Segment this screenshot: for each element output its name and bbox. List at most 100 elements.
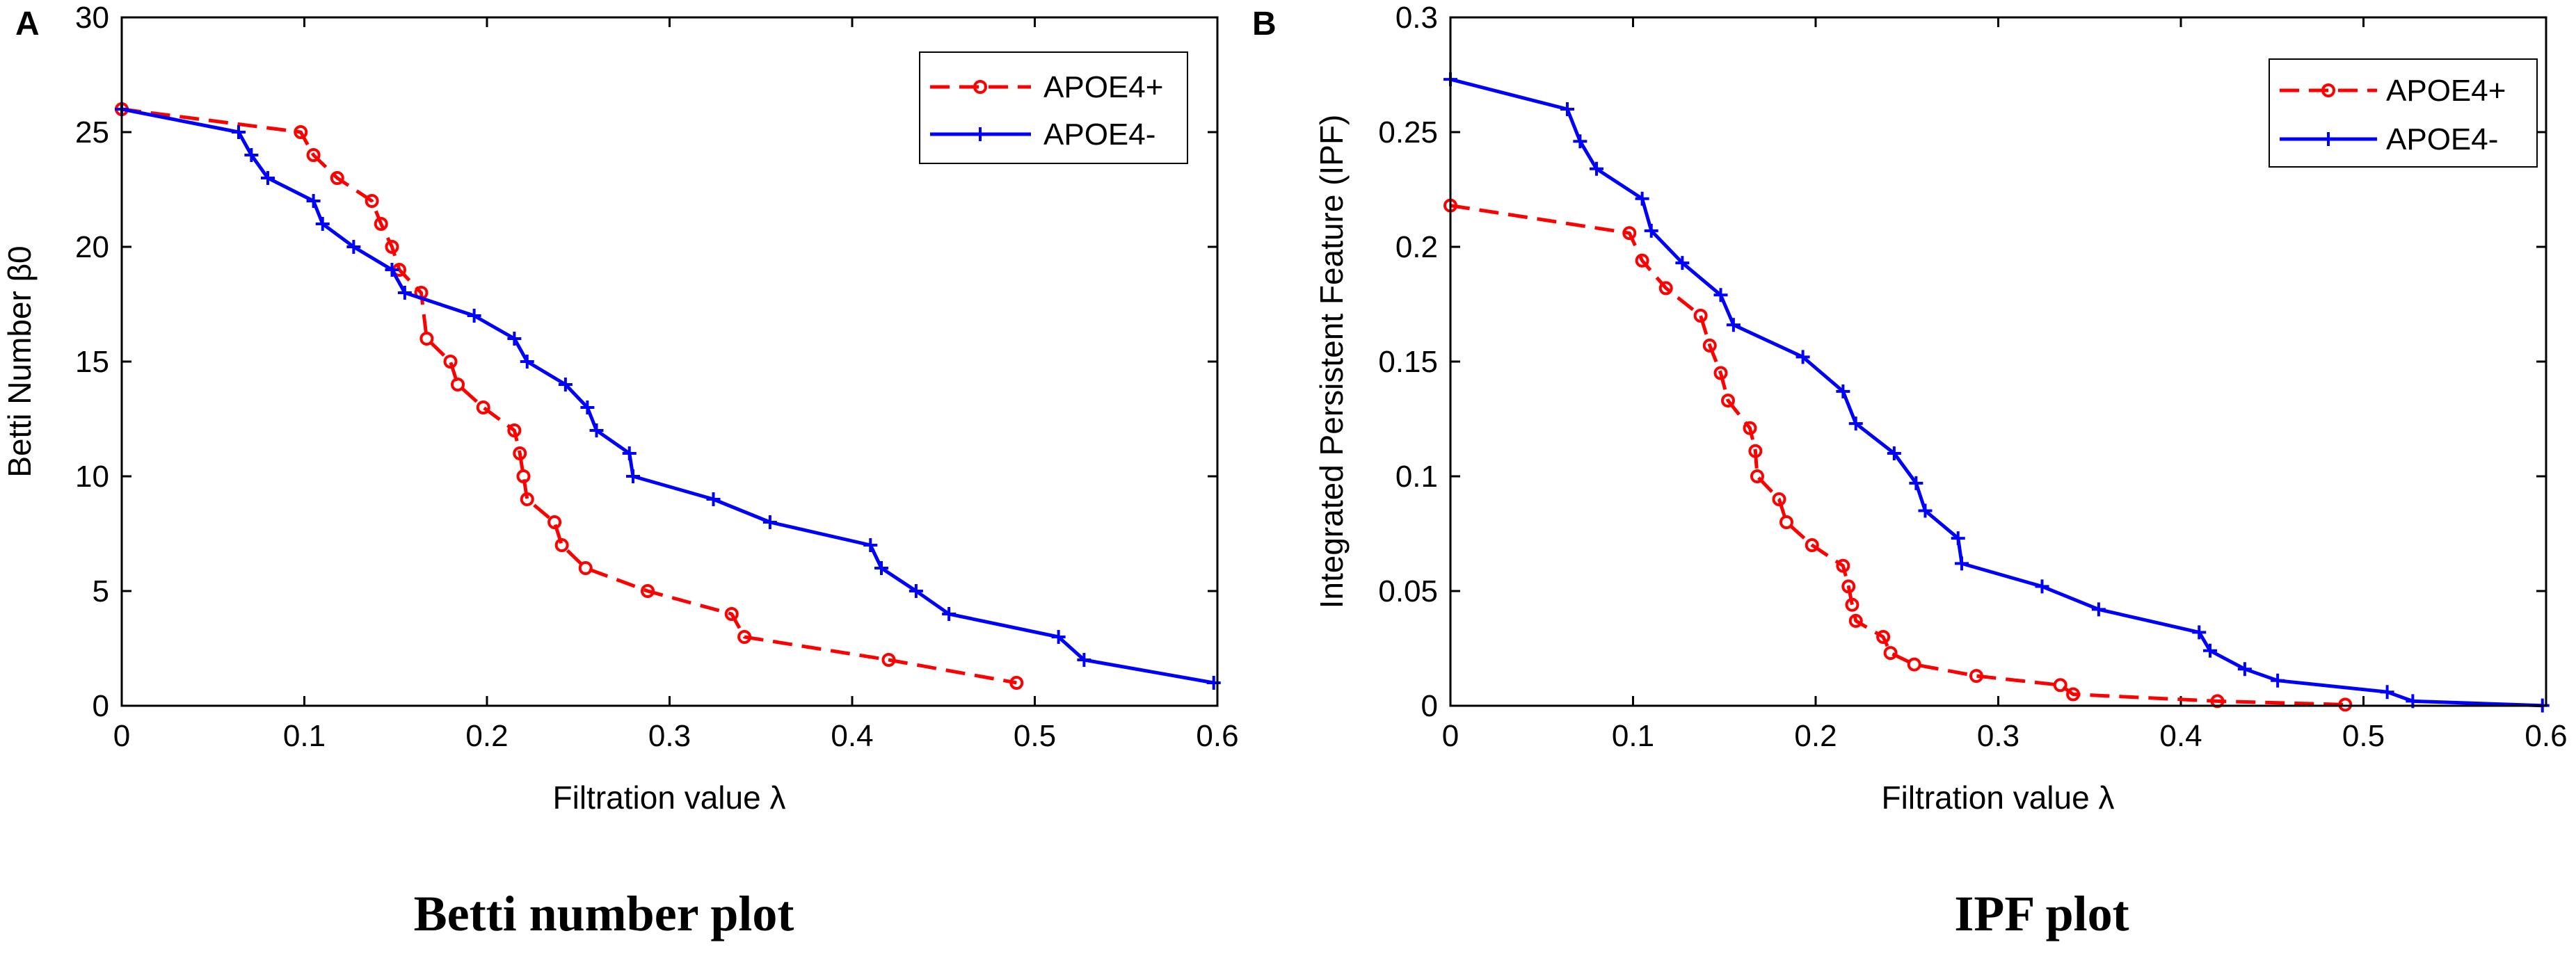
y-tick-label: 0.2 xyxy=(1395,230,1438,264)
x-tick-labels: 0 0.1 0.2 0.3 0.4 0.5 0.6 xyxy=(113,17,1239,753)
x-tick-label: 0.3 xyxy=(648,719,691,753)
data-point-apoe4-plus xyxy=(374,217,388,231)
data-point-apoe4-plus xyxy=(513,446,527,460)
y-tick-label: 5 xyxy=(93,574,109,608)
data-point-apoe4-minus xyxy=(1918,503,1933,518)
data-point-apoe4-minus xyxy=(1077,653,1091,667)
y-tick-labels: 0 5 10 15 20 25 30 xyxy=(75,1,1217,723)
x-tick-label: 0.6 xyxy=(1196,719,1238,753)
data-point-apoe4-minus xyxy=(1909,476,1923,490)
data-point-apoe4-minus xyxy=(1560,102,1574,116)
data-point-apoe4-plus xyxy=(547,515,562,529)
data-point-apoe4-minus xyxy=(863,538,878,552)
data-point-apoe4-minus xyxy=(1795,350,1810,364)
y-tick-label: 0.15 xyxy=(1378,345,1438,379)
legend: APOE4+ APOE4- xyxy=(2269,58,2538,168)
data-point-apoe4-plus xyxy=(1693,309,1708,323)
y-tick-label: 15 xyxy=(75,345,109,379)
y-axis-label: Betti Number β0 xyxy=(1,245,38,477)
data-point-apoe4-minus xyxy=(1206,676,1221,690)
data-point-apoe4-plus xyxy=(330,171,344,185)
legend-entry-apoe4-plus: APOE4+ xyxy=(2280,74,2506,108)
x-axis-label: Filtration value λ xyxy=(1882,779,2115,816)
plot-frame xyxy=(120,16,1219,707)
y-tick-label: 0.25 xyxy=(1378,115,1438,149)
data-point-apoe4-plus xyxy=(1883,646,1898,661)
data-point-apoe4-minus xyxy=(261,171,275,185)
data-point-apoe4-plus xyxy=(1748,444,1763,458)
data-point-apoe4-plus xyxy=(1750,469,1764,483)
x-tick-label: 0.5 xyxy=(1014,719,1056,753)
legend-marker-apoe4-plus xyxy=(2321,83,2335,97)
data-point-apoe4-minus xyxy=(507,332,522,346)
y-tick-labels: 0 0.05 0.1 0.15 0.2 0.25 0.3 xyxy=(1378,1,2546,723)
panel-letter-a: A xyxy=(15,6,40,42)
y-tick-label: 0.05 xyxy=(1378,574,1438,608)
x-tick-label: 0.6 xyxy=(2525,719,2567,753)
data-point-apoe4-plus xyxy=(2053,678,2067,693)
data-point-apoe4-plus xyxy=(1848,613,1863,628)
y-tick-label: 0 xyxy=(1421,689,1438,723)
data-point-apoe4-plus xyxy=(1969,669,1983,684)
legend-box xyxy=(919,51,1188,164)
data-point-apoe4-minus xyxy=(1675,256,1690,270)
data-point-apoe4-minus xyxy=(580,401,595,414)
legend-entry-apoe4-plus: APOE4+ xyxy=(930,70,1163,104)
data-point-apoe4-plus xyxy=(476,401,490,414)
data-point-apoe4-minus xyxy=(942,607,957,621)
data-point-apoe4-plus xyxy=(1743,421,1757,435)
data-point-apoe4-minus xyxy=(2380,685,2394,700)
data-point-apoe4-minus xyxy=(626,469,640,483)
data-point-apoe4-plus xyxy=(1721,394,1735,408)
data-point-apoe4-plus xyxy=(451,378,465,391)
data-point-apoe4-minus xyxy=(306,194,321,208)
data-point-apoe4-plus xyxy=(724,607,739,621)
data-point-apoe4-plus xyxy=(1658,281,1673,296)
x-axis-label: Filtration value λ xyxy=(553,779,786,816)
legend-entry-apoe4-minus: APOE4- xyxy=(930,118,1155,152)
series-layer xyxy=(115,102,1221,690)
legend-label-apoe4-minus: APOE4- xyxy=(1043,118,1155,152)
data-point-apoe4-plus xyxy=(520,492,534,506)
data-point-apoe4-plus xyxy=(507,423,522,437)
y-tick-label: 10 xyxy=(75,460,109,494)
x-tick-label: 0.2 xyxy=(465,719,508,753)
data-point-apoe4-minus xyxy=(315,217,330,231)
panel-caption: IPF plot xyxy=(1954,886,2129,941)
data-point-apoe4-plus xyxy=(443,355,458,369)
legend-marker-apoe4-minus xyxy=(973,127,987,141)
legend-entry-apoe4-minus: APOE4- xyxy=(2280,122,2498,156)
data-point-apoe4-minus xyxy=(1726,318,1741,332)
data-point-apoe4-minus xyxy=(397,286,412,300)
y-axis-label: Integrated Persistent Feature (IPF) xyxy=(1313,115,1350,609)
data-point-apoe4-minus xyxy=(1590,161,1603,176)
data-point-apoe4-plus xyxy=(1845,597,1859,612)
data-point-apoe4-plus xyxy=(1635,253,1649,268)
legend-label-apoe4-plus: APOE4+ xyxy=(1043,70,1163,104)
data-point-apoe4-plus xyxy=(294,125,308,139)
x-tick-label: 0.1 xyxy=(1612,719,1654,753)
data-point-apoe4-plus xyxy=(1841,579,1856,594)
data-point-apoe4-plus xyxy=(554,538,569,552)
y-tick-label: 0.3 xyxy=(1395,1,1438,35)
data-point-apoe4-plus xyxy=(881,653,896,667)
legend-label-apoe4-plus: APOE4+ xyxy=(2386,74,2506,108)
data-point-apoe4-minus xyxy=(1644,223,1658,238)
data-point-apoe4-minus xyxy=(1951,531,1965,546)
data-point-apoe4-minus xyxy=(1887,446,1901,460)
data-point-apoe4-minus xyxy=(874,561,888,575)
data-point-apoe4-minus xyxy=(2192,625,2207,640)
panel-letter-b: B xyxy=(1252,6,1277,42)
data-point-apoe4-minus xyxy=(467,309,481,323)
data-point-apoe4-plus xyxy=(2066,687,2081,702)
data-point-apoe4-minus xyxy=(622,446,637,460)
data-point-apoe4-plus xyxy=(1713,366,1728,380)
data-point-apoe4-minus xyxy=(1955,556,1969,571)
data-point-apoe4-minus xyxy=(909,584,923,598)
data-point-apoe4-plus xyxy=(1907,657,1921,672)
data-point-apoe4-minus xyxy=(558,378,573,391)
data-point-apoe4-minus xyxy=(2237,662,2252,677)
data-point-apoe4-plus xyxy=(1009,676,1024,690)
data-point-apoe4-plus xyxy=(516,469,531,483)
